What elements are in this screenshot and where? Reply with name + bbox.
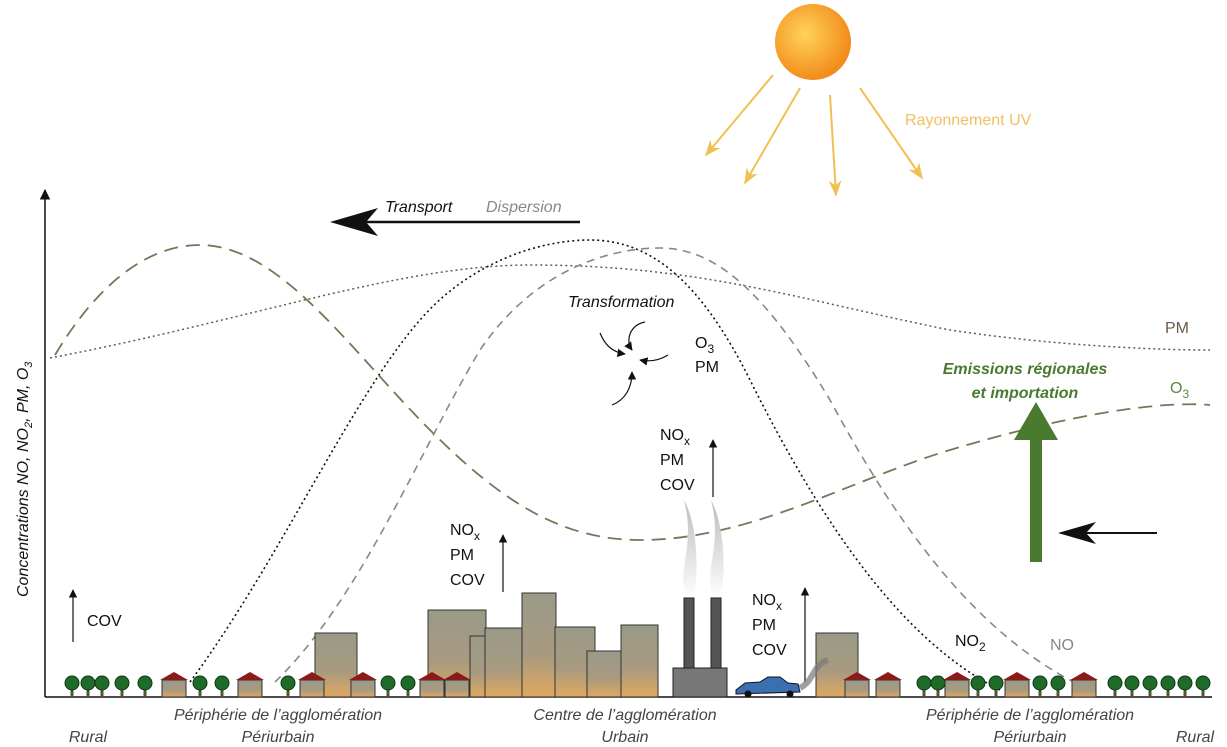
tree bbox=[970, 675, 986, 697]
no2-label: NO2 bbox=[955, 633, 986, 654]
product: O3 bbox=[695, 335, 714, 356]
tree bbox=[1142, 675, 1158, 697]
label-sub: x bbox=[474, 529, 480, 543]
source-label: COV bbox=[660, 477, 695, 494]
chimney-sources: NOx PM COV bbox=[660, 427, 718, 497]
zone-name: Rural bbox=[69, 729, 108, 746]
tree bbox=[1107, 675, 1123, 697]
source-label: COV bbox=[450, 572, 485, 589]
zone-sub: Périurbain bbox=[994, 729, 1067, 746]
tree bbox=[1032, 675, 1048, 697]
label-sub: 2 bbox=[23, 422, 35, 429]
transformation-label: Transformation bbox=[568, 294, 675, 311]
o3-label: O3 bbox=[1170, 380, 1189, 401]
label-sub: 3 bbox=[1182, 387, 1189, 401]
tree bbox=[1195, 675, 1211, 697]
label-sub: x bbox=[776, 599, 782, 613]
tree bbox=[988, 675, 1004, 697]
label-part: Concentrations NO, NO bbox=[15, 428, 32, 597]
tree bbox=[64, 675, 80, 697]
label-part: NO bbox=[450, 522, 474, 539]
trees bbox=[64, 675, 1211, 697]
import-arrowhead bbox=[1058, 522, 1096, 544]
emissions-line: et importation bbox=[972, 385, 1079, 402]
source-label: COV bbox=[87, 613, 122, 630]
label-sub: x bbox=[684, 434, 690, 448]
buildings bbox=[314, 592, 859, 698]
label-part: O bbox=[1170, 380, 1182, 397]
tree bbox=[192, 675, 208, 697]
label-part: O bbox=[695, 335, 707, 352]
zone-name: Rural bbox=[1176, 729, 1215, 746]
transport-arrowhead bbox=[330, 208, 378, 236]
smoke bbox=[683, 500, 724, 598]
uv-label: Rayonnement UV bbox=[905, 112, 1032, 129]
uv-rays bbox=[704, 74, 923, 197]
label-part: NO bbox=[752, 592, 776, 609]
label-part: , PM, O bbox=[15, 368, 32, 422]
tree bbox=[214, 675, 230, 697]
o3-curve bbox=[54, 244, 1211, 541]
zone-name: Périphérie de l’agglomération bbox=[174, 707, 382, 724]
tree bbox=[400, 675, 416, 697]
label-sub: 3 bbox=[707, 342, 714, 356]
source-label: NOx bbox=[752, 592, 782, 613]
tree bbox=[1050, 675, 1066, 697]
source-label: COV bbox=[752, 642, 787, 659]
tree bbox=[94, 675, 110, 697]
source-label: PM bbox=[450, 547, 474, 564]
label-sub: 2 bbox=[979, 640, 986, 654]
houses bbox=[160, 672, 1098, 698]
emissions-line: Emissions régionales bbox=[943, 361, 1108, 378]
traffic-sources: NOx PM COV bbox=[752, 587, 810, 682]
y-axis-label: Concentrations NO, NO2, PM, O3 bbox=[15, 361, 35, 597]
tree bbox=[916, 675, 932, 697]
pm-label: PM bbox=[1165, 320, 1189, 337]
label-part: PM bbox=[1165, 320, 1189, 337]
product: PM bbox=[695, 359, 719, 376]
zone-name: Périphérie de l’agglomération bbox=[926, 707, 1134, 724]
source-label: PM bbox=[752, 617, 776, 634]
no-curve bbox=[274, 247, 1091, 691]
label-part: NO bbox=[955, 633, 979, 650]
transformation-arrows bbox=[599, 321, 669, 406]
sun bbox=[775, 4, 851, 80]
tree bbox=[380, 675, 396, 697]
tree bbox=[280, 675, 296, 697]
tree bbox=[1124, 675, 1140, 697]
tree bbox=[1160, 675, 1176, 697]
tree bbox=[930, 675, 946, 697]
source-label: PM bbox=[660, 452, 684, 469]
label-part: PM bbox=[695, 359, 719, 376]
zone-sub: Urbain bbox=[601, 729, 648, 746]
tree bbox=[80, 675, 96, 697]
label-sub: 3 bbox=[23, 361, 35, 368]
city-sources: NOx PM COV bbox=[450, 522, 508, 592]
source-label: NOx bbox=[450, 522, 480, 543]
car bbox=[735, 657, 830, 698]
label-part: NO bbox=[660, 427, 684, 444]
pm-curve bbox=[49, 264, 1211, 359]
source-label: NOx bbox=[660, 427, 690, 448]
tree bbox=[137, 675, 153, 697]
emissions-arrowhead bbox=[1014, 402, 1058, 440]
factory bbox=[672, 597, 728, 698]
tree bbox=[114, 675, 130, 697]
label-part: NO bbox=[1050, 637, 1074, 654]
no-label: NO bbox=[1050, 637, 1074, 654]
zone-sub: Périurbain bbox=[242, 729, 315, 746]
emissions-arrow bbox=[1030, 432, 1042, 562]
transport-label: Transport bbox=[385, 199, 453, 216]
dispersion-label: Dispersion bbox=[486, 199, 562, 216]
zone-name: Centre de l’agglomération bbox=[533, 707, 716, 724]
tree bbox=[1177, 675, 1193, 697]
